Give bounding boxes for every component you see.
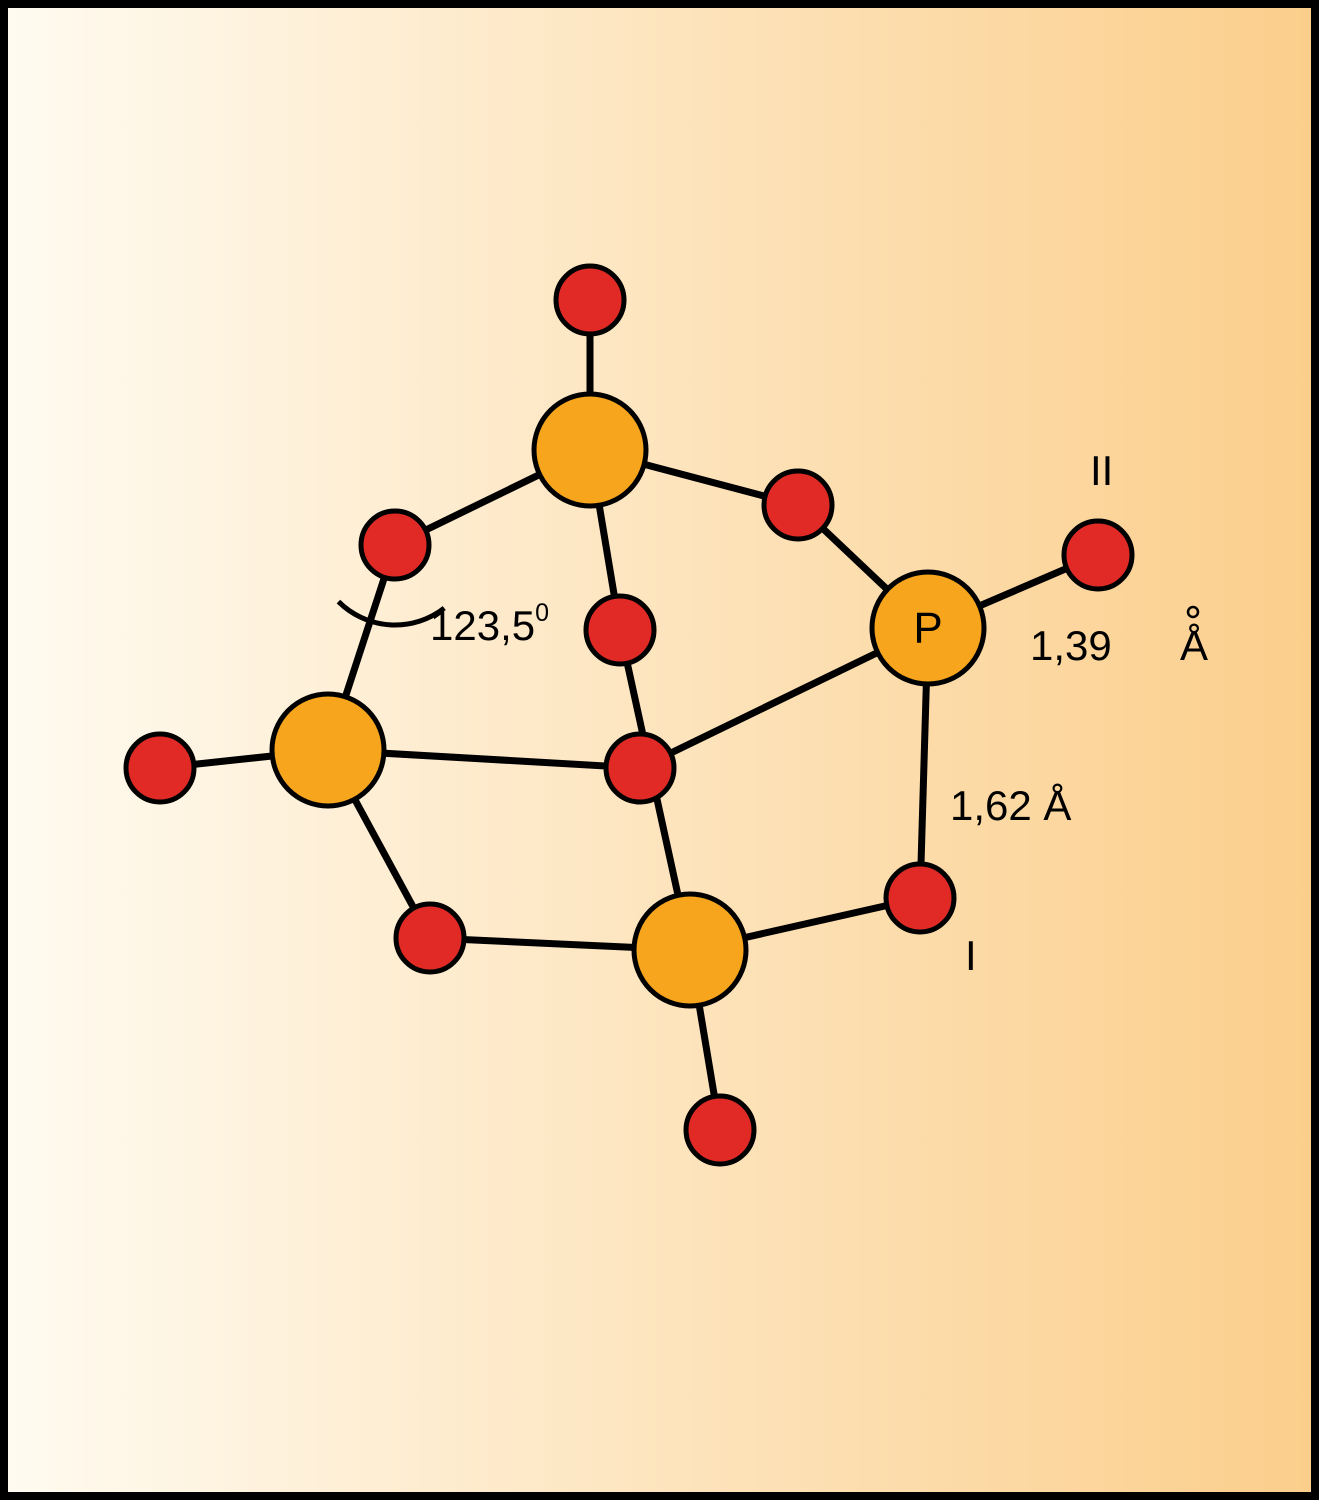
atom-small [586,596,654,664]
atom-small [606,734,674,802]
atom-small [686,1096,754,1164]
molecular-diagram-svg: P123,501,39Å1,62 ÅIII [0,0,1319,1500]
angstrom-unit-II: Å [1180,622,1208,669]
atom-small [361,511,429,579]
diagram-canvas: P123,501,39Å1,62 ÅIII [0,0,1319,1500]
marker-II: II [1090,447,1113,494]
atom-small [556,266,624,334]
atom-small [764,471,832,539]
atom-large [634,894,746,1006]
atom-label: P [913,604,942,653]
angle-label: 123,50 [430,599,549,649]
atom-small [396,904,464,972]
bond-length-II-label: 1,39 [1030,622,1112,669]
marker-I: I [965,932,977,979]
atom-large [272,694,384,806]
atom-small [1064,521,1132,589]
atom-small [886,864,954,932]
bond-length-I-label: 1,62 Å [950,782,1071,829]
atom-small [126,734,194,802]
atom-large [534,394,646,506]
